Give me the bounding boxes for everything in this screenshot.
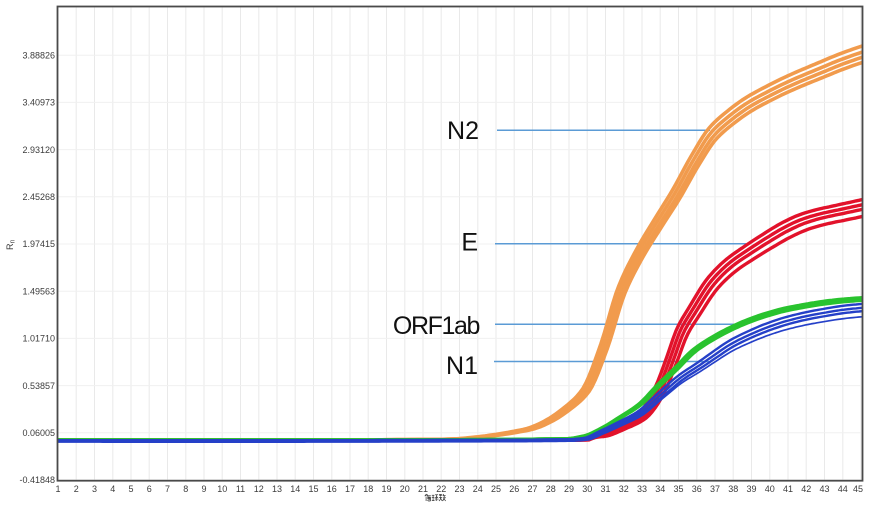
svg-text:33: 33 bbox=[637, 484, 647, 494]
svg-text:38: 38 bbox=[728, 484, 738, 494]
svg-text:N1: N1 bbox=[446, 352, 478, 380]
svg-text:7: 7 bbox=[165, 484, 170, 494]
svg-text:20: 20 bbox=[400, 484, 410, 494]
svg-text:18: 18 bbox=[363, 484, 373, 494]
svg-text:15: 15 bbox=[308, 484, 318, 494]
svg-text:-0.41848: -0.41848 bbox=[19, 475, 55, 485]
svg-text:11: 11 bbox=[236, 484, 245, 494]
svg-text:25: 25 bbox=[491, 484, 501, 494]
svg-text:2: 2 bbox=[74, 484, 79, 494]
svg-text:ORF1ab: ORF1ab bbox=[393, 312, 480, 340]
svg-text:0.06005: 0.06005 bbox=[22, 428, 55, 438]
svg-text:19: 19 bbox=[381, 484, 391, 494]
svg-text:Rn: Rn bbox=[5, 240, 17, 251]
svg-text:36: 36 bbox=[692, 484, 702, 494]
svg-text:17: 17 bbox=[345, 484, 355, 494]
svg-text:2.93120: 2.93120 bbox=[22, 145, 55, 155]
svg-text:6: 6 bbox=[147, 484, 152, 494]
svg-text:26: 26 bbox=[509, 484, 519, 494]
svg-text:41: 41 bbox=[783, 484, 793, 494]
svg-text:2.45268: 2.45268 bbox=[22, 192, 55, 202]
svg-text:1: 1 bbox=[55, 484, 60, 494]
svg-text:1.49563: 1.49563 bbox=[22, 286, 55, 296]
svg-text:5: 5 bbox=[128, 484, 133, 494]
svg-text:28: 28 bbox=[546, 484, 556, 494]
svg-text:30: 30 bbox=[582, 484, 592, 494]
svg-text:1.97415: 1.97415 bbox=[22, 239, 55, 249]
svg-text:44: 44 bbox=[838, 484, 848, 494]
svg-text:40: 40 bbox=[765, 484, 775, 494]
svg-text:0.53857: 0.53857 bbox=[22, 381, 55, 391]
svg-text:3.40973: 3.40973 bbox=[22, 98, 55, 108]
svg-text:1.01710: 1.01710 bbox=[22, 334, 55, 344]
svg-text:42: 42 bbox=[801, 484, 811, 494]
svg-text:12: 12 bbox=[254, 484, 264, 494]
svg-text:4: 4 bbox=[110, 484, 115, 494]
svg-text:32: 32 bbox=[619, 484, 629, 494]
svg-text:8: 8 bbox=[183, 484, 188, 494]
svg-text:16: 16 bbox=[327, 484, 337, 494]
svg-text:14: 14 bbox=[290, 484, 300, 494]
svg-text:9: 9 bbox=[201, 484, 206, 494]
svg-text:21: 21 bbox=[418, 484, 428, 494]
svg-text:24: 24 bbox=[473, 484, 483, 494]
svg-text:10: 10 bbox=[217, 484, 227, 494]
svg-text:45: 45 bbox=[853, 484, 863, 494]
svg-text:E: E bbox=[461, 229, 478, 257]
svg-text:27: 27 bbox=[527, 484, 537, 494]
svg-text:13: 13 bbox=[272, 484, 282, 494]
svg-text:3.88826: 3.88826 bbox=[22, 50, 55, 60]
svg-text:29: 29 bbox=[564, 484, 574, 494]
svg-text:3: 3 bbox=[92, 484, 97, 494]
svg-text:43: 43 bbox=[819, 484, 829, 494]
svg-text:39: 39 bbox=[746, 484, 756, 494]
svg-text:23: 23 bbox=[454, 484, 464, 494]
svg-text:34: 34 bbox=[655, 484, 665, 494]
svg-text:N2: N2 bbox=[447, 117, 479, 145]
svg-text:37: 37 bbox=[710, 484, 720, 494]
svg-text:22: 22 bbox=[436, 484, 446, 494]
svg-text:31: 31 bbox=[600, 484, 610, 494]
svg-text:35: 35 bbox=[673, 484, 683, 494]
